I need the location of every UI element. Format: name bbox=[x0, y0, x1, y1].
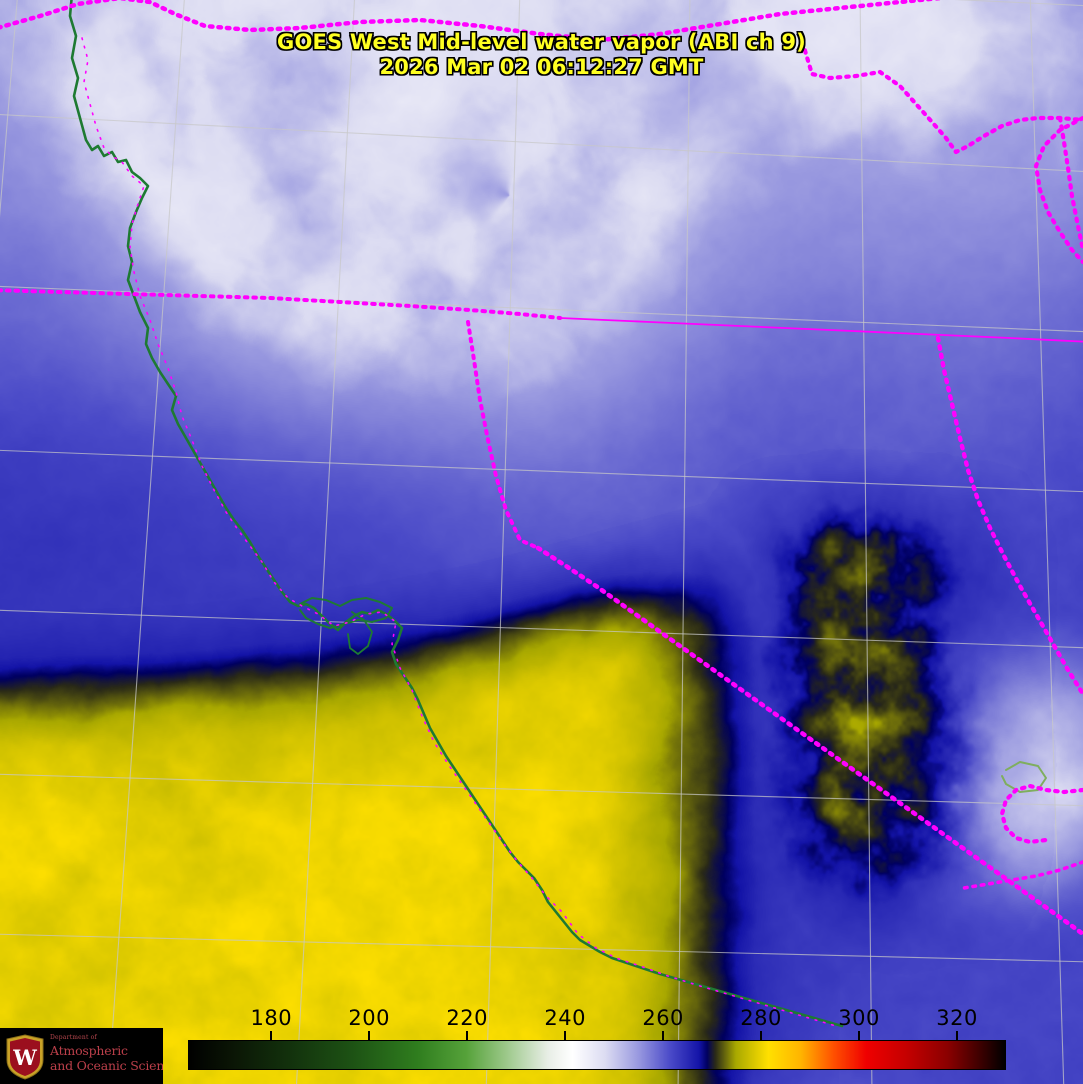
state-border-or-wa bbox=[0, 288, 562, 320]
logo-dept-prefix: Department of bbox=[50, 1034, 97, 1041]
coastline-path bbox=[68, 0, 844, 1028]
colorbar-tick-label: 180 bbox=[250, 1006, 293, 1030]
state-border-ca-nv-north bbox=[466, 320, 540, 550]
gridline-meridian bbox=[485, 0, 521, 1084]
colorbar-tick bbox=[564, 1031, 567, 1040]
colorbar-tick-label: 240 bbox=[544, 1006, 586, 1030]
coastline-bay-detail bbox=[299, 597, 393, 629]
colorbar-tick-label: 200 bbox=[348, 1006, 391, 1030]
state-border-nv-ut bbox=[935, 335, 1083, 697]
gridline-meridian bbox=[0, 0, 18, 218]
gridline-parallel bbox=[0, 449, 1083, 493]
gridline-parallel bbox=[0, 285, 1083, 333]
colorbar-tick-label: 260 bbox=[642, 1006, 684, 1030]
colorbar-tick bbox=[956, 1031, 959, 1040]
state-border-utah-corner bbox=[1033, 115, 1083, 265]
uw-crest-icon: W bbox=[6, 1034, 44, 1080]
gridline-meridian bbox=[108, 0, 185, 1084]
gridline-meridian bbox=[1029, 0, 1065, 1084]
coastline-inlet-detail bbox=[347, 611, 373, 655]
colorbar-tick-label: 300 bbox=[838, 1006, 880, 1030]
colorbar-tick-label: 220 bbox=[446, 1006, 488, 1030]
gridline-parallel bbox=[0, 933, 1083, 963]
coastline-overlay bbox=[68, 0, 1047, 1028]
colorbar-tick-label: 280 bbox=[740, 1006, 782, 1030]
logo-line2: and Oceanic Sciences bbox=[50, 1058, 163, 1073]
state-border-overlay bbox=[0, 0, 1083, 1027]
logo-line1: Atmospheric bbox=[50, 1043, 128, 1058]
gridline-meridian bbox=[859, 0, 873, 1084]
colorbar-tick bbox=[760, 1031, 763, 1040]
gridline-meridian bbox=[677, 0, 691, 1084]
state-border-montana-wyoming bbox=[1057, 115, 1083, 253]
colorbar-tick bbox=[368, 1031, 371, 1040]
uw-aos-logo: W Department of Atmospheric and Oceanic … bbox=[0, 1028, 163, 1084]
gridline-parallel bbox=[0, 609, 1083, 649]
state-border-idaho bbox=[797, 31, 1083, 155]
logo-text-block: Department of Atmospheric and Oceanic Sc… bbox=[50, 1034, 163, 1073]
colorbar-tick bbox=[466, 1031, 469, 1040]
state-border-ca-nv-diagonal bbox=[535, 545, 1083, 937]
state-border-coastal-markers bbox=[81, 37, 837, 1027]
colorbar: 180 200 220 240 260 280 300 320 bbox=[188, 1006, 1006, 1070]
state-border-canada bbox=[0, 0, 943, 43]
colorbar-tick bbox=[270, 1031, 273, 1040]
svg-text:W: W bbox=[12, 1045, 37, 1070]
gridline-parallel bbox=[0, 113, 1083, 173]
state-border-arizona bbox=[999, 783, 1083, 845]
colorbar-gradient bbox=[188, 1040, 1006, 1070]
state-border-mexico bbox=[962, 860, 1083, 890]
coastline-island-detail bbox=[1001, 761, 1047, 793]
gridline-parallel bbox=[0, 773, 1083, 807]
gridline-meridian bbox=[295, 0, 356, 1084]
state-border-line-thin bbox=[559, 317, 1083, 343]
colorbar-tick bbox=[858, 1031, 861, 1040]
colorbar-tick-label: 320 bbox=[936, 1006, 978, 1030]
colorbar-tick bbox=[662, 1031, 665, 1040]
